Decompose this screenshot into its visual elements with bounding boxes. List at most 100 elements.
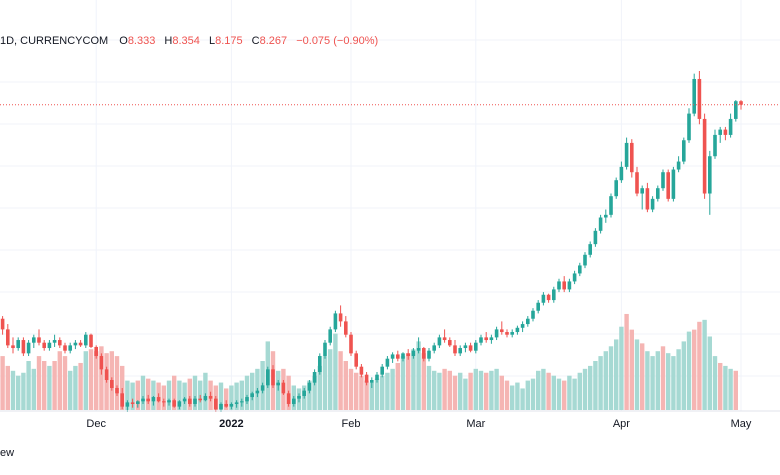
volume-bar: [567, 375, 572, 410]
volume-bar: [234, 382, 239, 410]
volume-bar: [458, 372, 463, 410]
candle-body: [661, 172, 665, 189]
volume-bar: [463, 378, 468, 410]
candle-body: [188, 398, 192, 404]
candle: [728, 113, 733, 138]
volume-bar: [343, 361, 348, 410]
volume-bar: [322, 356, 328, 410]
volume-bar: [718, 362, 723, 410]
candle: [6, 324, 10, 349]
candle-body: [11, 345, 15, 349]
candle-body: [656, 188, 660, 199]
volume-bar: [229, 385, 234, 410]
candle-body: [650, 198, 655, 210]
candle-body: [255, 390, 260, 394]
volume-bar: [608, 346, 614, 410]
volume-bar: [426, 365, 432, 410]
candle: [671, 166, 676, 202]
candle: [489, 334, 494, 344]
candle: [193, 395, 197, 407]
volume-layer: [0, 313, 738, 410]
candle: [276, 380, 280, 391]
candle: [130, 398, 135, 408]
candle-body: [146, 398, 150, 402]
candle: [344, 316, 348, 338]
candle: [89, 333, 93, 349]
volume-bar: [166, 380, 172, 410]
volume-bar: [395, 362, 400, 410]
candle: [333, 310, 338, 333]
candle: [396, 350, 400, 362]
candle: [734, 100, 738, 122]
volume-bar: [520, 388, 525, 410]
volume-bar: [660, 346, 666, 410]
candle-body: [515, 327, 520, 333]
candle: [302, 387, 306, 399]
candle: [427, 348, 431, 362]
volume-bar: [42, 361, 47, 410]
candle: [562, 276, 566, 293]
volume-bar: [317, 365, 322, 410]
candle-body: [536, 302, 540, 311]
low-value: 8.175: [215, 35, 243, 47]
volume-bar: [177, 380, 182, 410]
volume-bar: [244, 375, 250, 410]
candle: [182, 397, 187, 404]
candle-body: [94, 346, 98, 357]
candle-body: [167, 400, 171, 403]
volume-bar: [390, 368, 395, 410]
volume-bar: [99, 346, 104, 410]
candle-body: [89, 334, 93, 347]
candle: [385, 356, 390, 370]
candle: [370, 377, 374, 388]
candle-body: [702, 118, 707, 194]
volume-bar: [629, 329, 634, 410]
candle: [318, 353, 322, 375]
volume-bar: [68, 370, 73, 410]
candle: [37, 329, 41, 346]
candle-body: [505, 332, 509, 335]
candle-body: [208, 395, 213, 399]
candle-body: [708, 156, 712, 194]
candle: [390, 352, 395, 363]
volume-bar: [442, 368, 447, 410]
candle-body: [84, 334, 88, 346]
candle: [120, 387, 124, 410]
candle-body: [281, 382, 286, 394]
candle: [578, 262, 582, 277]
candle: [115, 385, 119, 396]
volume-bar: [489, 370, 494, 410]
candle: [702, 113, 707, 199]
candle: [437, 334, 442, 349]
candle: [21, 337, 26, 357]
candle: [78, 340, 83, 347]
candle: [32, 334, 36, 349]
volume-bar: [192, 375, 198, 410]
candle-body: [297, 395, 301, 399]
volume-bar: [31, 368, 36, 410]
candle-body: [468, 345, 473, 351]
candle-body: [531, 310, 535, 319]
candle: [588, 241, 592, 258]
candle-body: [437, 337, 442, 346]
candle-body: [422, 348, 426, 359]
candle-body: [541, 294, 546, 303]
candle-body: [240, 401, 244, 403]
candle: [260, 382, 265, 394]
volume-bar: [328, 349, 333, 410]
candle-body: [593, 230, 598, 245]
volume-bar: [447, 370, 452, 410]
candle-body: [172, 400, 176, 407]
volume-bar: [88, 349, 94, 410]
candle-body: [136, 401, 140, 404]
candle: [624, 137, 629, 170]
candle: [255, 387, 260, 398]
candle: [188, 395, 192, 407]
candle: [198, 394, 202, 403]
candle-body: [598, 217, 603, 231]
footer-link[interactable]: ew: [0, 447, 15, 459]
volume-bar: [161, 385, 166, 410]
candle: [203, 393, 208, 402]
candle: [84, 332, 88, 349]
